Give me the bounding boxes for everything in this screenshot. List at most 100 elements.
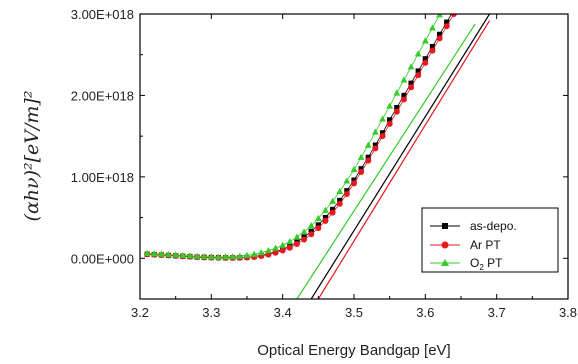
point-o2-pt bbox=[350, 165, 358, 173]
point-o2-pt bbox=[286, 237, 294, 245]
point-as-depo bbox=[408, 80, 414, 86]
point-ar-pt bbox=[343, 190, 350, 197]
point-ar-pt bbox=[443, 23, 450, 30]
point-as-depo bbox=[451, 7, 456, 12]
point-as-depo bbox=[444, 19, 450, 25]
point-ar-pt bbox=[379, 133, 386, 140]
point-ar-pt bbox=[458, 0, 464, 5]
point-as-depo bbox=[344, 188, 350, 194]
point-o2-pt bbox=[150, 250, 158, 257]
legend-label-o2-main: O bbox=[470, 256, 479, 270]
y-tick-label: 0.00E+000 bbox=[71, 251, 134, 266]
legend-label-o2-pt: O2 PT bbox=[470, 256, 503, 272]
point-o2-pt bbox=[243, 251, 251, 259]
point-o2-pt bbox=[379, 115, 386, 122]
point-as-depo bbox=[422, 56, 428, 62]
point-as-depo bbox=[372, 142, 378, 148]
point-as-depo bbox=[437, 31, 443, 37]
point-o2-pt bbox=[279, 241, 287, 248]
point-ar-pt bbox=[301, 236, 308, 243]
point-ar-pt bbox=[358, 168, 365, 175]
point-as-depo bbox=[415, 68, 421, 74]
point-o2-pt bbox=[307, 222, 315, 229]
point-o2-pt bbox=[179, 251, 187, 259]
point-o2-pt bbox=[158, 250, 165, 257]
data-markers bbox=[143, 0, 464, 261]
point-ar-pt bbox=[329, 209, 336, 216]
point-o2-pt bbox=[443, 0, 450, 4]
point-ar-pt bbox=[279, 247, 286, 254]
point-o2-pt bbox=[429, 24, 436, 31]
point-as-depo bbox=[365, 154, 371, 160]
x-axis-label: Optical Energy Bandgap [eV] bbox=[257, 342, 450, 359]
point-ar-pt bbox=[372, 145, 379, 152]
legend-marker-triangle bbox=[441, 259, 449, 266]
point-ar-pt bbox=[408, 84, 415, 91]
point-ar-pt bbox=[422, 59, 429, 66]
point-ar-pt bbox=[400, 96, 407, 103]
point-o2-pt bbox=[372, 128, 379, 135]
point-o2-pt bbox=[386, 102, 394, 109]
fit-line-ar-pt bbox=[317, 20, 491, 299]
point-o2-pt bbox=[414, 50, 422, 57]
x-tick-label: 3.5 bbox=[345, 305, 363, 320]
point-o2-pt bbox=[421, 37, 429, 44]
legend-label-o2-rest: PT bbox=[484, 256, 503, 270]
point-o2-pt bbox=[329, 197, 336, 204]
y-axis-label: (αhν)²[eV/m]² bbox=[21, 91, 43, 222]
point-o2-pt bbox=[357, 153, 365, 160]
point-as-depo bbox=[351, 177, 357, 183]
y-tick-label: 2.00E+018 bbox=[71, 88, 134, 103]
point-as-depo bbox=[429, 43, 436, 50]
point-ar-pt bbox=[365, 157, 372, 164]
point-as-depo bbox=[387, 117, 393, 123]
point-o2-pt bbox=[165, 251, 172, 258]
point-ar-pt bbox=[436, 35, 443, 42]
point-o2-pt bbox=[222, 253, 229, 260]
point-ar-pt bbox=[308, 231, 315, 238]
y-tick-label: 3.00E+018 bbox=[71, 7, 134, 22]
legend-label-as-depo: as-depo. bbox=[470, 219, 517, 233]
legend-marker-square bbox=[442, 223, 448, 229]
point-o2-pt bbox=[172, 251, 180, 258]
point-o2-pt bbox=[393, 89, 401, 96]
legend-label-ar-pt: Ar PT bbox=[470, 238, 501, 252]
legend-label-o2-sub: 2 bbox=[479, 263, 484, 272]
point-ar-pt bbox=[272, 249, 279, 256]
fit-lines bbox=[296, 14, 491, 299]
point-as-depo bbox=[379, 130, 386, 136]
point-o2-pt bbox=[250, 250, 258, 257]
point-o2-pt bbox=[436, 14, 443, 18]
point-as-depo bbox=[322, 214, 329, 221]
x-tick-label: 3.4 bbox=[274, 305, 292, 320]
point-ar-pt bbox=[393, 108, 400, 115]
point-as-depo bbox=[358, 166, 364, 172]
point-o2-pt bbox=[272, 244, 279, 251]
x-tick-label: 3.6 bbox=[416, 305, 434, 320]
point-ar-pt bbox=[351, 180, 357, 187]
point-ar-pt bbox=[450, 14, 457, 17]
point-as-depo bbox=[315, 222, 321, 228]
point-o2-pt bbox=[314, 214, 322, 221]
legend: as-depo. Ar PT O2 PT bbox=[421, 207, 559, 273]
fit-line-as-depo bbox=[310, 14, 491, 299]
y-tick-label: 1.00E+018 bbox=[71, 170, 134, 185]
legend-item-as-depo: as-depo. bbox=[430, 219, 517, 233]
point-o2-pt bbox=[400, 76, 408, 83]
point-ar-pt bbox=[386, 120, 393, 127]
point-ar-pt bbox=[293, 241, 300, 248]
x-tick-label: 3.7 bbox=[488, 305, 506, 320]
legend-item-o2-pt: O2 PT bbox=[430, 256, 503, 272]
point-o2-pt bbox=[300, 228, 308, 235]
point-as-depo bbox=[401, 92, 407, 99]
point-o2-pt bbox=[236, 252, 244, 259]
point-ar-pt bbox=[322, 217, 329, 224]
point-o2-pt bbox=[193, 252, 201, 259]
fit-line-o2-pt bbox=[296, 23, 476, 299]
x-tick-label: 3.3 bbox=[202, 305, 220, 320]
point-as-depo bbox=[330, 206, 336, 213]
point-ar-pt bbox=[315, 225, 322, 232]
point-o2-pt bbox=[186, 252, 194, 259]
point-o2-pt bbox=[322, 206, 329, 213]
